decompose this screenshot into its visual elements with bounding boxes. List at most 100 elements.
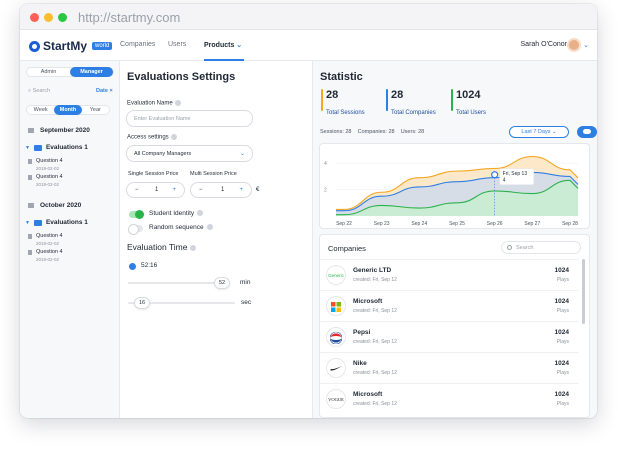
student-identity-toggle[interactable]	[129, 210, 144, 219]
range-select[interactable]: Last 7 Days ⌄	[509, 126, 569, 138]
access-select[interactable]: All Company Managers ⌄	[126, 145, 253, 162]
document-icon	[28, 159, 32, 164]
upload-cloud-icon[interactable]	[577, 126, 597, 138]
kpi-total-users: 1024 Total Users	[451, 89, 486, 116]
help-icon[interactable]	[174, 100, 181, 106]
period-switch: Week Month Year	[26, 105, 110, 115]
document-icon	[28, 175, 32, 180]
table-row[interactable]: Generic Generic LTD created: Fri, Sep 12…	[320, 259, 579, 290]
avatar[interactable]	[567, 38, 581, 52]
kpi-value: 28	[391, 89, 404, 101]
address-bar[interactable]: http://startmy.com	[78, 10, 181, 25]
tooltip-title: Fri, Sep 13	[503, 171, 528, 177]
kpi-label: Total Companies	[391, 110, 436, 116]
help-icon[interactable]	[206, 224, 213, 231]
seconds-slider-handle[interactable]: 16	[134, 297, 150, 309]
nike-logo-svg	[330, 366, 342, 371]
table-row[interactable]: Microsoft created: Fri, Sep 12 1024 Play…	[320, 290, 579, 321]
random-sequence-toggle[interactable]	[128, 224, 143, 235]
scrollbar[interactable]	[582, 259, 585, 324]
random-sequence-label: Random sequence	[149, 224, 213, 231]
folder-evaluations[interactable]: ▼ Evaluations 1	[25, 144, 88, 151]
minus-icon[interactable]: −	[199, 187, 203, 193]
user-name[interactable]: Sarah O'Conor	[520, 41, 567, 48]
range-label: Last 7 Days	[521, 129, 551, 135]
date-filter[interactable]: Date ×	[96, 88, 113, 94]
help-icon[interactable]	[170, 134, 177, 140]
item-title: Question 4	[36, 249, 63, 255]
eval-name-label-text: Evaluation Name	[127, 100, 173, 107]
highlight-point	[491, 171, 499, 179]
student-identity-label: Student Identity	[149, 210, 204, 217]
minutes-slider-track[interactable]	[128, 282, 229, 284]
company-plays-value: 1024	[554, 298, 569, 305]
seconds-unit: sec	[241, 299, 252, 306]
logo-text: StartMy	[43, 39, 88, 53]
folder-label: Evaluations 1	[45, 219, 88, 226]
company-logo: VOGUE	[326, 389, 346, 409]
multi-price-stepper[interactable]: − 1 +	[190, 182, 252, 198]
app-logo[interactable]: StartMy world	[29, 39, 113, 53]
list-item[interactable]: Question 4 2019-02-02	[28, 174, 63, 188]
random-sequence-text: Random sequence	[149, 224, 204, 231]
period-week[interactable]: Week	[33, 107, 48, 113]
plus-icon[interactable]: +	[172, 187, 176, 193]
help-icon[interactable]	[197, 210, 204, 217]
maximize-window-icon[interactable]	[58, 13, 67, 22]
item-title: Question 4	[36, 174, 63, 180]
eval-name-input[interactable]: Enter Evaluation Name	[126, 110, 253, 127]
x-tick-label: Sep 22	[336, 221, 352, 227]
document-icon	[28, 234, 32, 239]
x-tick-label: Sep 23	[374, 221, 390, 227]
access-value: All Company Managers	[134, 151, 192, 157]
chart-svg: 2 4 Sep 22 Sep 23 Sep 24 Sep 25 Sep 26 Sep 27 Se…	[324, 156, 579, 227]
role-manager[interactable]: Manager	[70, 67, 113, 77]
multi-price-label: Multi Session Price	[190, 171, 237, 177]
access-label-text: Access settings	[127, 134, 169, 141]
logo-badge: world	[92, 42, 113, 50]
list-item[interactable]: Question 4 2019-02-02	[28, 249, 63, 263]
company-plays-unit: Plays	[556, 370, 569, 376]
nav-products[interactable]: Products ⌄	[204, 41, 242, 49]
minutes-slider-handle[interactable]: 52	[214, 277, 230, 289]
series-line	[336, 156, 579, 210]
sidebar-search[interactable]: ⌕ Search	[28, 88, 50, 95]
companies-search-input[interactable]: Search	[501, 241, 581, 254]
calendar-icon	[28, 127, 34, 133]
folder-evaluations[interactable]: ▼ Evaluations 1	[25, 219, 88, 226]
kpi-total-sessions: 28 Total Sessions	[321, 89, 365, 116]
single-price-stepper[interactable]: − 1 +	[126, 182, 185, 198]
single-price-value: 1	[155, 187, 159, 193]
settings-title: Evaluations Settings	[127, 71, 236, 83]
kpi-bar	[451, 89, 453, 111]
nav-companies[interactable]: Companies	[120, 41, 156, 48]
user-menu-chevron-icon[interactable]: ⌄	[583, 42, 589, 49]
table-row[interactable]: Pepsi created: Fri, Sep 12 1024 Plays	[320, 321, 579, 352]
kpi-value: 1024	[456, 89, 481, 101]
item-date: 2019-02-02	[36, 182, 60, 187]
nav-users[interactable]: Users	[168, 41, 187, 48]
list-item[interactable]: Question 4 2019-02-02	[28, 233, 63, 247]
eval-name-label: Evaluation Name	[127, 100, 181, 107]
period-month[interactable]: Month	[54, 105, 82, 115]
list-item[interactable]: Question 4 2019-02-02	[28, 158, 63, 172]
company-plays-unit: Plays	[556, 308, 569, 314]
period-year[interactable]: Year	[89, 107, 101, 113]
minus-icon[interactable]: −	[135, 187, 139, 193]
plus-icon[interactable]: +	[239, 187, 243, 193]
chevron-down-icon: ⌄	[551, 129, 557, 135]
month-header: September 2020	[28, 127, 90, 134]
table-row[interactable]: Nike created: Fri, Sep 12 1024 Plays	[320, 352, 579, 383]
close-window-icon[interactable]	[30, 13, 39, 22]
table-row[interactable]: VOGUE Microsoft created: Fri, Sep 12 102…	[320, 383, 579, 414]
minimize-window-icon[interactable]	[44, 13, 53, 22]
company-name: Microsoft	[353, 391, 383, 398]
role-admin[interactable]: Admin	[40, 69, 57, 75]
company-plays-value: 1024	[554, 391, 569, 398]
company-created: created: Fri, Sep 12	[353, 277, 397, 283]
seconds-slider-track[interactable]	[128, 302, 235, 304]
x-tick-label: Sep 27	[524, 221, 540, 227]
active-nav-indicator	[204, 59, 244, 61]
help-icon[interactable]	[190, 244, 197, 251]
item-date: 2019-02-02	[36, 257, 60, 262]
